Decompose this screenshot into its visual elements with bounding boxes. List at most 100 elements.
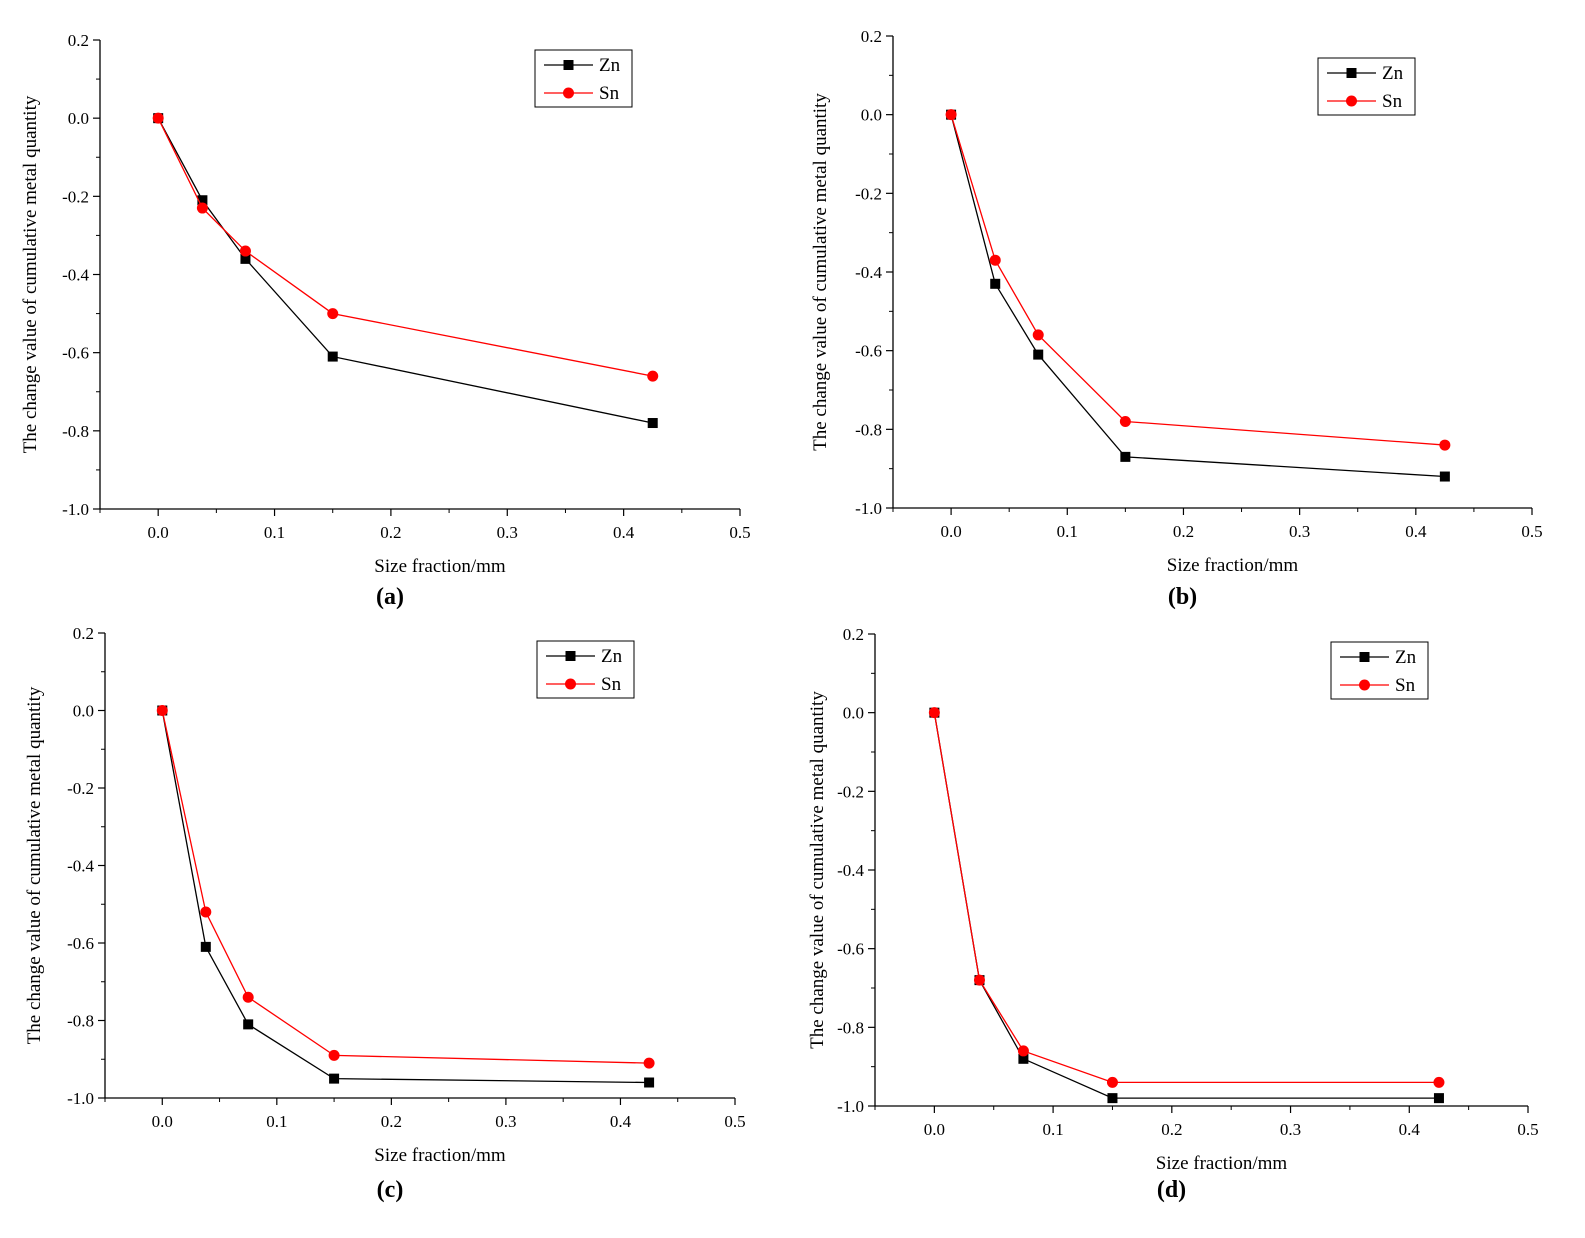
x-tick-label: 0.2 — [381, 1112, 402, 1131]
data-point-zn — [647, 418, 658, 429]
data-point-sn — [945, 109, 957, 121]
series-line-sn — [933, 712, 1439, 1084]
legend-marker-zn — [1346, 68, 1357, 78]
legend-label-zn: Zn — [1395, 647, 1417, 668]
data-point-sn — [647, 370, 659, 382]
y-tick-label: -1.0 — [67, 1089, 94, 1108]
x-tick-label: 0.1 — [1057, 522, 1078, 541]
x-tick-label: 0.3 — [497, 523, 518, 542]
x-tick-label: 0.4 — [1405, 522, 1427, 541]
x-axis-title: Size fraction/mm — [1167, 555, 1299, 576]
legend-label-sn: Sn — [601, 674, 622, 695]
data-point-zn — [200, 941, 211, 952]
y-tick-label: 0.2 — [68, 31, 89, 50]
legend-marker-sn — [563, 87, 574, 99]
x-tick-label: 0.5 — [729, 523, 750, 542]
y-tick-label: -0.4 — [837, 861, 864, 880]
y-tick-label: 0.0 — [843, 704, 864, 723]
data-point-sn — [643, 1057, 655, 1069]
y-tick-label: -0.2 — [67, 779, 94, 798]
series-line-sn — [161, 710, 650, 1064]
data-point-sn — [1119, 415, 1131, 427]
data-point-zn — [1433, 1093, 1444, 1104]
legend-marker-zn — [1359, 652, 1370, 662]
x-tick-label: 0.5 — [1521, 522, 1542, 541]
y-tick-label: 0.0 — [68, 109, 89, 128]
legend-label-zn: Zn — [1382, 63, 1404, 84]
data-point-zn — [197, 195, 208, 206]
x-tick-label: 0.0 — [940, 522, 961, 541]
x-tick-label: 0.1 — [1042, 1120, 1063, 1139]
panel-c: -1.0 -0.8 -0.6 -0.4 -0.2 0.0 0.2 0.0 0.1 0.2 0.3 0.… — [24, 624, 746, 1203]
data-point-sn — [156, 705, 168, 716]
data-point-sn — [152, 112, 164, 124]
y-tick-label: 0.2 — [73, 624, 94, 643]
data-point-sn — [200, 906, 212, 918]
y-tick-label: -0.8 — [62, 422, 89, 441]
x-tick-label: 0.5 — [724, 1112, 745, 1131]
panel-label: (b) — [1168, 584, 1197, 610]
legend-marker-zn — [563, 60, 574, 70]
y-axis-title: The change value of cumulative metal qua… — [24, 686, 45, 1044]
y-tick-label: -0.6 — [62, 344, 89, 363]
legend-box — [1317, 57, 1416, 116]
y-tick-label: -0.2 — [837, 782, 864, 801]
legend: Zn Sn — [534, 49, 633, 108]
x-tick-label: 0.4 — [1399, 1120, 1421, 1139]
series-line-zn — [933, 712, 1439, 1099]
data-point-sn — [327, 308, 339, 320]
y-tick-label: -1.0 — [855, 499, 882, 518]
y-tick-label: -0.6 — [837, 940, 864, 959]
data-point-sn — [242, 991, 254, 1003]
x-tick-label: 0.2 — [1173, 522, 1194, 541]
y-tick-label: -0.4 — [855, 263, 882, 282]
legend-marker-sn — [1346, 95, 1357, 107]
data-point-sn — [196, 202, 208, 214]
data-point-zn — [990, 278, 1001, 289]
panel-d: -1.0 -0.8 -0.6 -0.4 -0.2 0.0 0.2 0.0 0.1 0.2 0.3 0.… — [807, 625, 1539, 1203]
x-tick-label: 0.2 — [380, 523, 401, 542]
data-point-zn — [327, 351, 338, 362]
x-axis-title: Size fraction/mm — [374, 1145, 506, 1166]
x-tick-label: 0.0 — [152, 1112, 173, 1131]
legend: Zn Sn — [1330, 641, 1429, 700]
data-point-sn — [1032, 329, 1044, 341]
data-point-sn — [1439, 439, 1451, 451]
x-tick-label: 0.3 — [1280, 1120, 1301, 1139]
legend-box — [534, 49, 633, 108]
legend: Zn Sn — [536, 640, 635, 699]
x-tick-label: 0.1 — [264, 523, 285, 542]
data-point-zn — [644, 1077, 655, 1088]
data-point-zn — [1018, 1053, 1029, 1064]
data-point-sn — [239, 245, 251, 257]
legend: Zn Sn — [1317, 57, 1416, 116]
data-point-zn — [240, 253, 251, 264]
y-tick-label: -0.8 — [837, 1018, 864, 1037]
data-point-zn — [329, 1073, 340, 1084]
series-line-sn — [157, 117, 653, 377]
series-line-zn — [157, 117, 653, 424]
data-point-zn — [243, 1019, 254, 1030]
y-tick-label: -1.0 — [62, 500, 89, 519]
legend-box — [1330, 641, 1429, 700]
series-line-sn — [950, 114, 1445, 446]
legend-label-sn: Sn — [1395, 675, 1416, 696]
legend-marker-sn — [565, 678, 576, 690]
data-point-sn — [928, 707, 940, 719]
y-tick-label: 0.0 — [73, 702, 94, 721]
panel-a: -1.0 -0.8 -0.6 -0.4 -0.2 0.0 0.2 0.0 0.1 0.2 0.3 0.… — [20, 31, 751, 610]
x-tick-label: 0.4 — [613, 523, 635, 542]
legend-label-zn: Zn — [599, 55, 621, 76]
x-tick-label: 0.4 — [610, 1112, 632, 1131]
data-point-zn — [1120, 451, 1131, 462]
data-point-sn — [328, 1049, 340, 1061]
legend-marker-sn — [1359, 679, 1370, 691]
panel-label: (d) — [1157, 1177, 1186, 1203]
x-tick-label: 0.0 — [148, 523, 169, 542]
legend-label-sn: Sn — [1382, 91, 1403, 112]
x-tick-label: 0.3 — [1289, 522, 1310, 541]
x-tick-label: 0.0 — [924, 1120, 945, 1139]
data-point-zn — [1439, 471, 1450, 482]
data-point-sn — [989, 254, 1001, 266]
